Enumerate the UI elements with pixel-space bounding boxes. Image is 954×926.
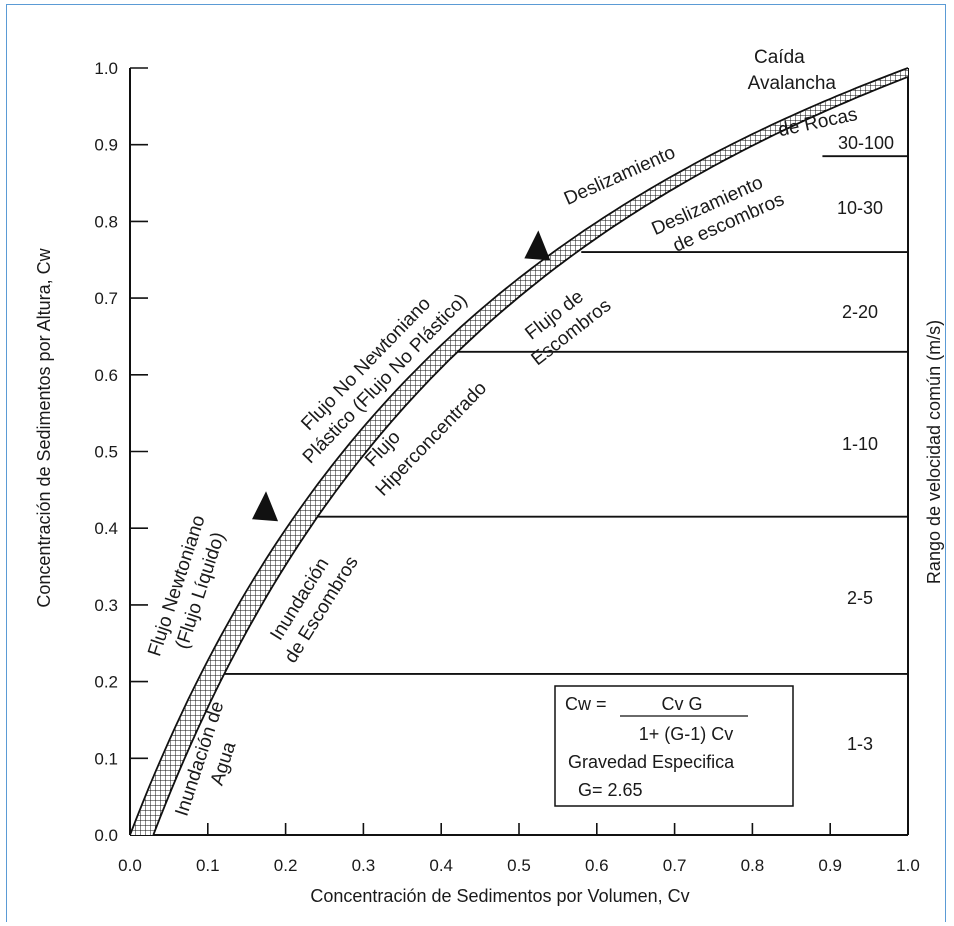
label-caida-line2: Avalancha — [748, 73, 837, 94]
ticks-group: 0.0 0.1 0.2 0.3 0.4 0.5 0.6 0.7 0.8 0.9 1.0 0.0 0.1 0… — [94, 59, 919, 875]
x-tick-label: 0.9 — [818, 856, 842, 875]
x-axis-label: Concentración de Sedimentos por Volumen,… — [310, 886, 689, 906]
band-lower-curve — [152, 75, 909, 836]
y-axis-label-right: Rango de velocidad común (m/s) — [924, 320, 944, 584]
x-tick-label: 0.8 — [741, 856, 765, 875]
speed-range-2-20: 2-20 — [842, 302, 878, 322]
x-tick-label: 0.1 — [196, 856, 220, 875]
speed-range-2-5: 2-5 — [847, 588, 873, 608]
x-tick-label: 0.0 — [118, 856, 142, 875]
formula-numerator: Cv G — [661, 694, 702, 714]
formula-denominator: 1+ (G-1) Cv — [639, 724, 734, 744]
formula-line3: Gravedad Especifica — [568, 752, 735, 772]
speed-range-30-100: 30-100 — [838, 133, 894, 153]
figure-frame — [6, 4, 946, 922]
x-tick-label: 0.3 — [352, 856, 376, 875]
formula-box — [554, 685, 794, 807]
label-deslizamiento: Deslizamiento — [561, 142, 679, 210]
formula-lhs: Cw = — [565, 694, 607, 714]
x-tick-label: 0.7 — [663, 856, 687, 875]
triangle-marker — [524, 230, 551, 261]
x-tick-label: 0.4 — [429, 856, 453, 875]
x-tick-label: 0.2 — [274, 856, 298, 875]
speed-range-1-10: 1-10 — [842, 434, 878, 454]
x-tick-label: 1.0 — [896, 856, 920, 875]
y-tick-label: 0.4 — [94, 519, 118, 538]
y-tick-label: 0.6 — [94, 366, 118, 385]
y-tick-label: 0.8 — [94, 212, 118, 231]
speed-range-1-3: 1-3 — [847, 734, 873, 754]
y-tick-label: 0.5 — [94, 443, 118, 462]
x-tick-label: 0.6 — [585, 856, 609, 875]
y-tick-label: 1.0 — [94, 59, 118, 78]
y-axis-label: Concentración de Sedimentos por Altura, … — [34, 247, 54, 607]
band-upper-curve — [129, 67, 909, 836]
y-tick-label: 0.9 — [94, 136, 118, 155]
y-tick-label: 0.2 — [94, 673, 118, 692]
speed-range-10-30: 10-30 — [837, 198, 883, 218]
label-caida: Caída Avalancha — [748, 47, 837, 94]
marker-group — [252, 230, 551, 522]
y-tick-label: 0.7 — [94, 289, 118, 308]
label-caida-line1: Caída — [754, 47, 805, 68]
x-tick-label: 0.5 — [507, 856, 531, 875]
y-tick-label: 0.3 — [94, 596, 118, 615]
y-tick-label: 0.1 — [94, 749, 118, 768]
triangle-marker — [252, 491, 279, 522]
formula-line4: G= 2.65 — [578, 780, 643, 800]
hatched-band-group — [129, 67, 909, 836]
y-tick-label: 0.0 — [94, 826, 118, 845]
velocity-boundaries-group — [215, 155, 908, 675]
